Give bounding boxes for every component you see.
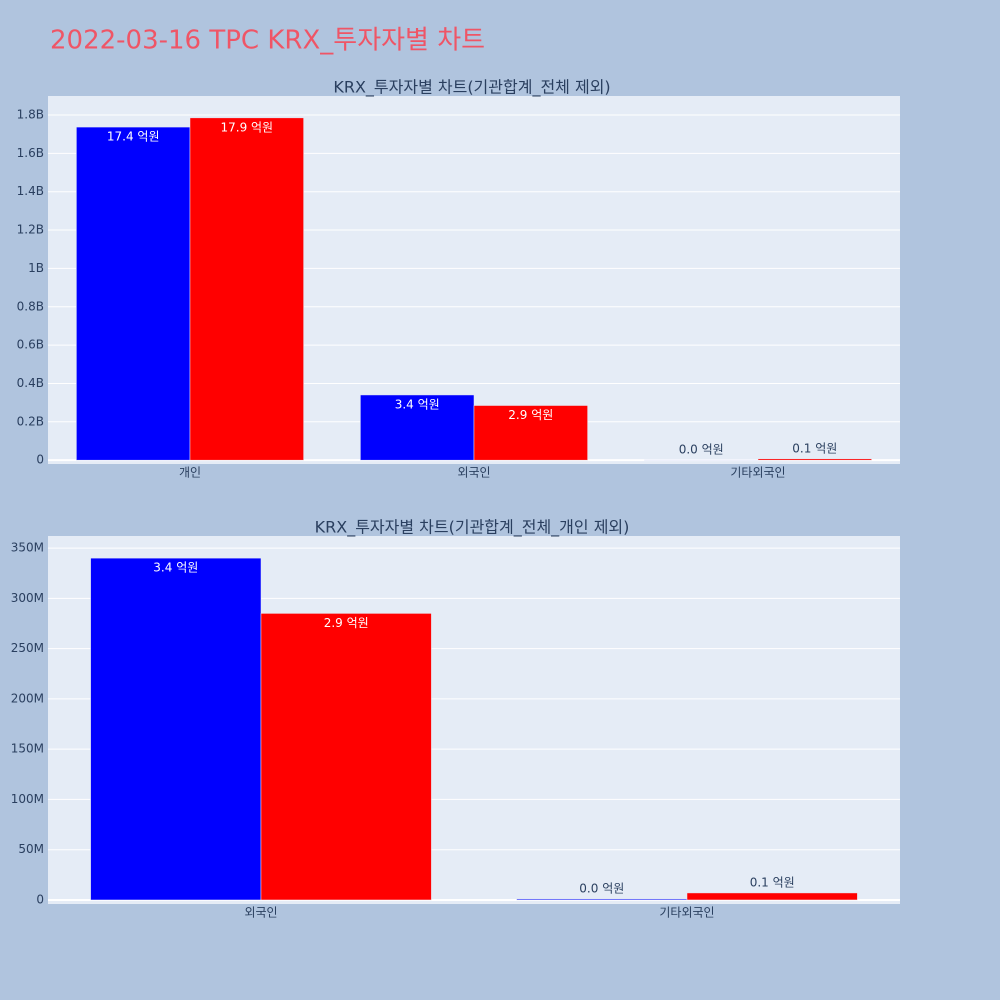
- value-label: 2.9 억원: [508, 408, 553, 422]
- value-label: 0.0 억원: [579, 881, 624, 895]
- y-tick-label: 0: [36, 892, 44, 906]
- value-label: 0.1 억원: [750, 875, 795, 889]
- bar: [360, 394, 475, 461]
- x-tick-label: 기타외국인: [730, 466, 785, 480]
- y-tick-label: 200M: [11, 691, 44, 705]
- bar: [757, 458, 872, 461]
- y-tick-label: 150M: [11, 742, 44, 756]
- bar: [76, 126, 191, 461]
- bar: [473, 405, 588, 461]
- y-tick-label: 1B: [28, 261, 44, 275]
- value-label: 0.1 억원: [792, 441, 837, 455]
- y-tick-label: 100M: [11, 792, 44, 806]
- value-label: 17.9 억원: [220, 120, 273, 134]
- y-tick-label: 1.6B: [17, 146, 44, 160]
- chart-title: KRX_투자자별 차트(기관합계_전체 제외): [333, 78, 610, 98]
- value-label: 17.4 억원: [107, 130, 160, 144]
- y-tick-label: 0.2B: [17, 414, 44, 428]
- value-label: 0.0 억원: [679, 442, 724, 456]
- x-tick-label: 개인: [179, 466, 201, 480]
- y-tick-label: 1.8B: [17, 107, 44, 121]
- bar: [516, 898, 688, 901]
- x-tick-label: 기타외국인: [659, 906, 714, 920]
- value-label: 3.4 억원: [395, 397, 440, 411]
- y-tick-label: 50M: [18, 842, 44, 856]
- chart-title: KRX_투자자별 차트(기관합계_전체_개인 제외): [315, 518, 630, 538]
- bar: [90, 557, 262, 901]
- bar: [189, 117, 304, 461]
- y-tick-label: 350M: [11, 541, 44, 555]
- y-tick-label: 0.8B: [17, 299, 44, 313]
- y-tick-label: 1.2B: [17, 223, 44, 237]
- bar: [260, 613, 432, 901]
- value-label: 2.9 억원: [324, 616, 369, 630]
- value-label: 3.4 억원: [153, 561, 198, 575]
- y-tick-label: 250M: [11, 641, 44, 655]
- y-tick-label: 300M: [11, 591, 44, 605]
- y-tick-label: 0.6B: [17, 338, 44, 352]
- y-tick-label: 1.4B: [17, 184, 44, 198]
- x-tick-label: 외국인: [244, 906, 277, 920]
- page-title: 2022-03-16 TPC KRX_투자자별 차트: [50, 26, 485, 56]
- y-tick-label: 0.4B: [17, 376, 44, 390]
- y-tick-label: 0: [36, 453, 44, 467]
- bar: [686, 892, 858, 901]
- x-tick-label: 외국인: [457, 466, 490, 480]
